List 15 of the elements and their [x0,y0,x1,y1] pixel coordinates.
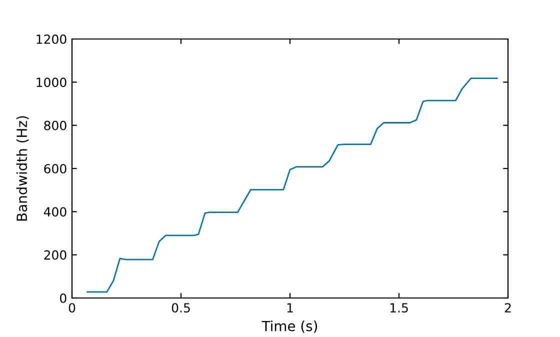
y-tick-label: 400 [44,207,66,217]
x-tick-label: 0 [68,303,76,313]
x-tick-label: 0.5 [172,303,190,313]
y-tick-label: 0 [60,293,66,303]
y-tick-label: 800 [44,120,66,130]
line-series [86,78,498,293]
y-tick-label: 1200 [36,34,66,44]
x-tick-label: 2 [504,303,511,312]
y-tick-label: 200 [44,250,66,260]
x-tick-label: 1 [287,303,293,312]
y-tick-label: 600 [44,164,66,174]
y-axis-title: Bandwidth (Hz) [16,116,29,221]
x-axis-title: Time (s) [262,320,318,333]
y-tick-label: 1000 [36,78,66,88]
x-tick-label: 1.5 [390,303,408,313]
